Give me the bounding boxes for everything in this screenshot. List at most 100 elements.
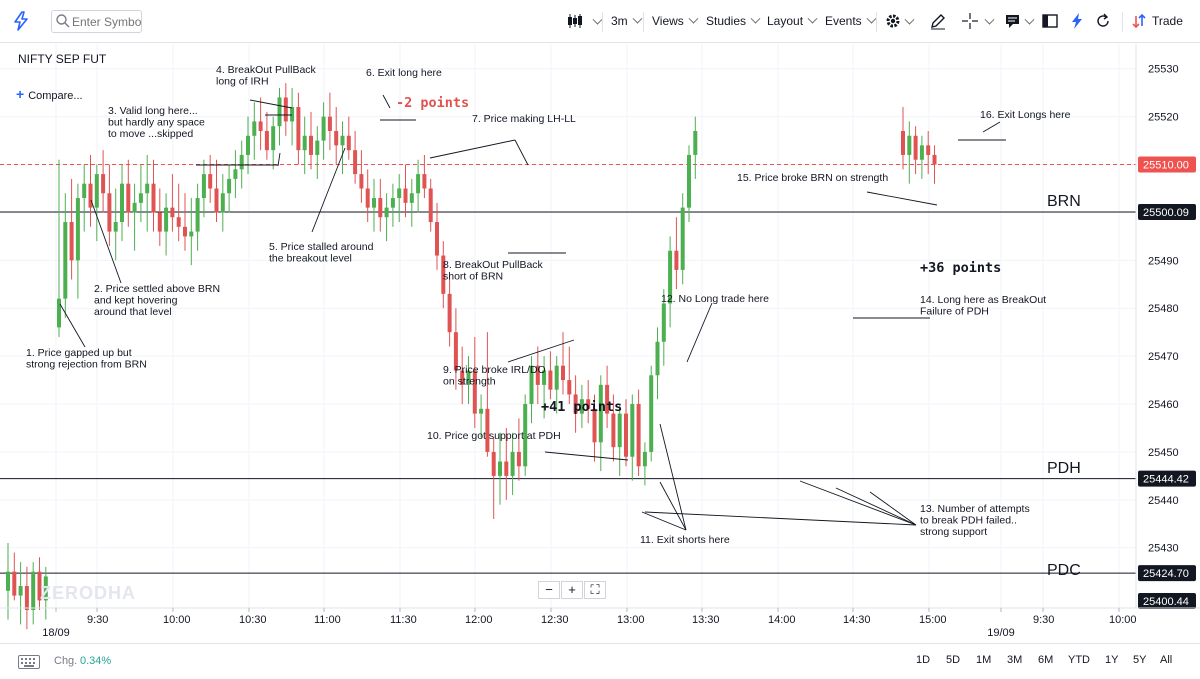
time-tick-label: 15:00 (919, 614, 947, 626)
candle-body (687, 154, 691, 208)
price-chart[interactable]: 1. Price gapped up but strong rejection f… (0, 44, 1200, 642)
chart-type-chevron-icon[interactable] (588, 14, 603, 29)
candle-body (94, 174, 99, 208)
candle-body (649, 375, 654, 452)
compare-button[interactable]: + Compare... (16, 86, 83, 102)
candle (132, 183, 137, 251)
range-1y-button[interactable]: 1Y (1105, 654, 1119, 666)
candle-body (296, 107, 301, 151)
crosshair-icon[interactable] (961, 12, 979, 30)
interval-label: 3m (611, 14, 628, 28)
candle (428, 178, 433, 232)
candle (674, 217, 679, 290)
candle-body (189, 231, 194, 237)
annotation-connector (311, 147, 346, 233)
candle-body (919, 145, 924, 160)
panel-layout-icon[interactable] (1041, 12, 1059, 30)
candle-body (624, 413, 628, 457)
annotation-line: 13. Number of attempts (920, 503, 1030, 515)
refresh-icon[interactable] (1094, 12, 1112, 30)
candle (668, 236, 673, 328)
events-menu[interactable]: Events (825, 13, 877, 28)
candle-body (359, 174, 364, 189)
range-6m-button[interactable]: 6M (1038, 654, 1054, 666)
support-resistance-levels (0, 164, 1136, 574)
alert-message-icon[interactable] (1004, 12, 1022, 30)
price-tick-label: 25460 (1148, 399, 1179, 411)
chevron-down-icon[interactable] (980, 14, 995, 29)
annotation-text: 9. Price broke IRL/DO on strength (443, 364, 546, 388)
range-ytd-button[interactable]: YTD (1068, 654, 1090, 666)
price-axis[interactable]: 25430 25440 25450 25460 25470 25480 25490 25500… (1135, 44, 1196, 609)
range-5y-button[interactable]: 5Y (1133, 654, 1147, 666)
views-menu[interactable]: Views (652, 13, 699, 28)
candle-body (510, 451, 515, 476)
candle (214, 159, 219, 223)
candle-body (164, 207, 169, 232)
candle (548, 351, 553, 400)
candle-body (120, 183, 124, 223)
candle-body (327, 116, 332, 132)
candle-body (561, 365, 565, 381)
chevron-down-icon (632, 13, 643, 24)
candlestick-series (6, 83, 937, 630)
lightning-trade-icon[interactable] (1068, 12, 1086, 30)
annotation-text: 14. Long here as BreakOut Failure of PDH (920, 294, 1046, 318)
range-all-button[interactable]: All (1160, 654, 1173, 666)
candle-body (258, 121, 263, 132)
candle (913, 126, 918, 175)
symbol-search-input[interactable] (51, 10, 142, 33)
chevron-down-icon[interactable] (900, 14, 915, 29)
annotation-line: around that level (94, 306, 172, 318)
keyboard-icon[interactable] (18, 655, 40, 669)
annotation-line: 7. Price making LH-LL (472, 113, 576, 125)
candle (435, 202, 439, 270)
candle-body (170, 207, 175, 218)
time-axis[interactable]: 18/09 9:30 10:00 10:30 11:00 11:30 12:00 12:30 1… (0, 607, 1200, 639)
candle (195, 183, 200, 251)
candle-body (617, 413, 622, 448)
candle-body (535, 365, 540, 385)
annotation-line: 5. Price stalled around (269, 241, 374, 253)
fullscreen-icon[interactable]: ⛶ (584, 581, 606, 599)
candle (309, 111, 313, 170)
annotation-text: 5. Price stalled around the breakout leve… (269, 241, 374, 265)
range-1d-button[interactable]: 1D (916, 654, 931, 666)
candle-body (18, 586, 23, 596)
interval-dropdown[interactable]: 3m (611, 13, 643, 28)
candle-body (472, 370, 477, 414)
candle (926, 131, 931, 175)
studies-menu[interactable]: Studies (706, 13, 761, 28)
candle-body (428, 188, 433, 223)
candle-body (466, 370, 471, 385)
candle-body (252, 121, 257, 136)
candle (277, 87, 282, 146)
candle (592, 394, 597, 462)
annotation-line: 16. Exit Longs here (980, 109, 1071, 121)
layout-menu[interactable]: Layout (767, 13, 818, 28)
last-price-tag-bg (1138, 156, 1196, 173)
range-1m-button[interactable]: 1M (976, 654, 992, 666)
candle (384, 193, 389, 242)
candlestick-chart-type-icon[interactable] (566, 12, 584, 30)
candle (359, 150, 364, 203)
candle (302, 116, 307, 175)
candle-body (661, 303, 666, 342)
pencil-draw-icon[interactable] (929, 12, 947, 30)
trade-button[interactable]: Trade (1152, 14, 1183, 28)
lightning-logo-icon[interactable] (10, 10, 32, 32)
candle (107, 164, 112, 246)
chevron-down-icon[interactable] (1020, 14, 1035, 29)
gear-icon[interactable] (884, 12, 902, 30)
annotation-line: strong support (920, 526, 987, 538)
annotation-marks (59, 94, 1006, 531)
zoom-out-button[interactable]: − (538, 581, 560, 599)
range-5d-button[interactable]: 5D (946, 654, 961, 666)
zoom-in-button[interactable]: + (561, 581, 583, 599)
candle (466, 356, 471, 405)
time-tick-label: 14:00 (768, 614, 796, 626)
candle-body (101, 174, 106, 194)
range-3m-button[interactable]: 3M (1007, 654, 1023, 666)
candle-body (214, 188, 219, 213)
candle-body (453, 332, 458, 371)
